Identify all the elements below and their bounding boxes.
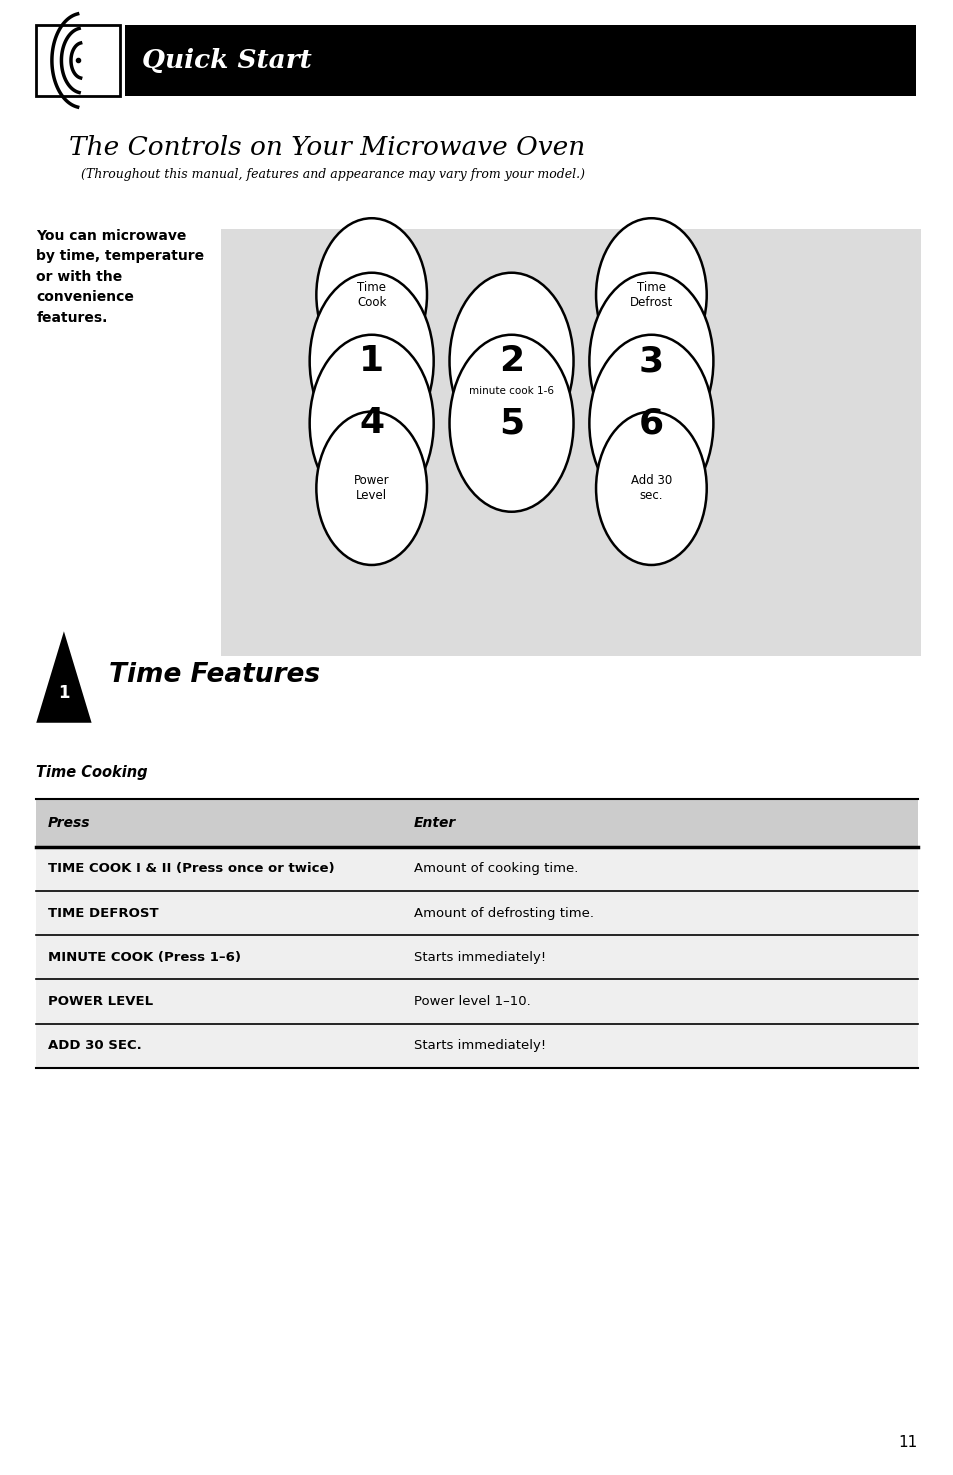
FancyBboxPatch shape [36, 979, 917, 1024]
Ellipse shape [316, 218, 427, 372]
Text: Power level 1–10.: Power level 1–10. [413, 996, 530, 1007]
FancyBboxPatch shape [36, 935, 917, 979]
Text: Enter: Enter [413, 816, 456, 830]
Text: (Throughout this manual, features and appearance may vary from your model.): (Throughout this manual, features and ap… [81, 168, 584, 180]
Text: Time
Defrost: Time Defrost [629, 280, 672, 308]
Text: Add 30
sec.: Add 30 sec. [630, 475, 671, 503]
Ellipse shape [596, 412, 706, 565]
FancyBboxPatch shape [36, 891, 917, 935]
Text: 11: 11 [898, 1435, 917, 1450]
Text: Time Features: Time Features [109, 662, 319, 689]
Text: Amount of cooking time.: Amount of cooking time. [413, 863, 578, 875]
Ellipse shape [589, 273, 713, 450]
Text: Amount of defrosting time.: Amount of defrosting time. [413, 907, 593, 919]
Text: Time Cooking: Time Cooking [36, 766, 148, 780]
Text: Quick Start: Quick Start [142, 49, 312, 72]
Text: Time
Cook: Time Cook [356, 280, 386, 308]
FancyBboxPatch shape [125, 25, 915, 96]
FancyBboxPatch shape [36, 847, 917, 891]
Text: Starts immediately!: Starts immediately! [413, 1040, 545, 1052]
Ellipse shape [310, 273, 434, 450]
Text: TIME COOK I & II (Press once or twice): TIME COOK I & II (Press once or twice) [48, 863, 334, 875]
Text: MINUTE COOK (Press 1–6): MINUTE COOK (Press 1–6) [48, 951, 240, 963]
Ellipse shape [316, 412, 427, 565]
Text: Press: Press [48, 816, 91, 830]
Ellipse shape [449, 335, 573, 512]
Text: 6: 6 [639, 406, 663, 440]
Text: 3: 3 [639, 344, 663, 378]
FancyBboxPatch shape [36, 1024, 917, 1068]
Text: 4: 4 [358, 406, 384, 440]
FancyBboxPatch shape [221, 229, 920, 656]
Text: POWER LEVEL: POWER LEVEL [48, 996, 152, 1007]
Text: Starts immediately!: Starts immediately! [413, 951, 545, 963]
Text: ADD 30 SEC.: ADD 30 SEC. [48, 1040, 141, 1052]
Text: You can microwave
by time, temperature
or with the
convenience
features.: You can microwave by time, temperature o… [36, 229, 204, 324]
Text: 1: 1 [58, 684, 70, 702]
Text: 5: 5 [498, 406, 523, 440]
Polygon shape [36, 631, 91, 723]
Ellipse shape [596, 218, 706, 372]
Text: minute cook 1-6: minute cook 1-6 [469, 386, 554, 397]
Text: The Controls on Your Microwave Oven: The Controls on Your Microwave Oven [69, 136, 584, 159]
FancyBboxPatch shape [36, 25, 120, 96]
Text: 2: 2 [498, 344, 523, 378]
Ellipse shape [449, 273, 573, 450]
Text: Power
Level: Power Level [354, 475, 389, 503]
Ellipse shape [310, 335, 434, 512]
Text: 1: 1 [358, 344, 384, 378]
FancyBboxPatch shape [36, 799, 917, 847]
Ellipse shape [589, 335, 713, 512]
Text: TIME DEFROST: TIME DEFROST [48, 907, 158, 919]
